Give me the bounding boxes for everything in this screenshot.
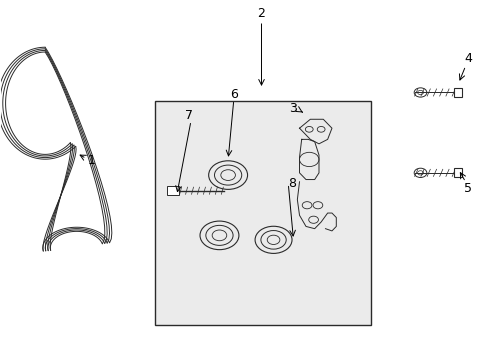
Text: 3: 3 [288,102,296,115]
Text: 6: 6 [229,88,237,101]
Bar [453,88,461,97]
Bar [154,102,370,325]
Bar [167,186,178,195]
Text: 8: 8 [287,177,296,190]
Text: 7: 7 [184,109,192,122]
Text: 1: 1 [87,154,95,167]
Text: 4: 4 [463,52,471,65]
Bar [453,168,461,177]
Text: 5: 5 [463,183,471,195]
Text: 2: 2 [257,8,265,21]
